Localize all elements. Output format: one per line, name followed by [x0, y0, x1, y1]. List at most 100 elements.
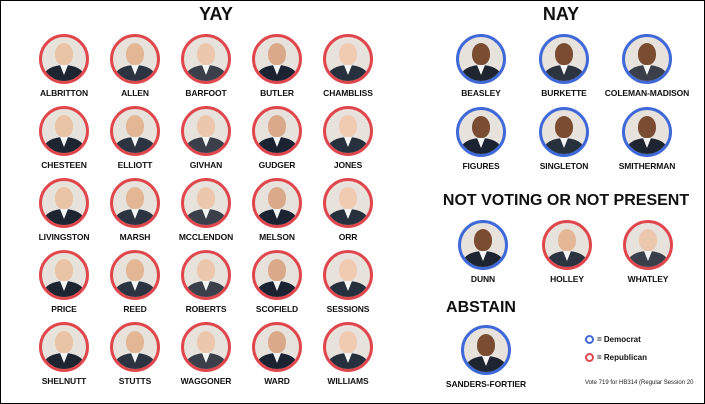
member-name: MCCLENDON — [178, 232, 234, 242]
member-photo — [181, 34, 231, 84]
face-shape — [126, 115, 144, 137]
member-photo — [542, 220, 592, 270]
member-card: FIGURES — [433, 107, 529, 171]
face-shape — [339, 43, 357, 65]
republican-ring-icon — [585, 353, 594, 362]
face-shape — [197, 115, 215, 137]
face-shape — [339, 331, 357, 353]
member-card: SHELNUTT — [16, 322, 112, 386]
member-card: MELSON — [229, 178, 325, 242]
member-card: SESSIONS — [300, 250, 396, 314]
yay-heading: YAY — [199, 4, 233, 24]
face-shape — [474, 229, 492, 251]
face-shape — [197, 187, 215, 209]
member-photo — [39, 250, 89, 300]
member-photo — [39, 178, 89, 228]
shirt-shape — [202, 209, 210, 219]
face-shape — [126, 259, 144, 281]
member-name: WILLIAMS — [327, 376, 369, 386]
member-name: WHATLEY — [627, 274, 669, 284]
shirt-shape — [477, 138, 485, 148]
member-name: WAGGONER — [180, 376, 232, 386]
member-photo — [323, 34, 373, 84]
shirt-shape — [131, 137, 139, 147]
shirt-shape — [60, 209, 68, 219]
member-name: WARD — [264, 376, 290, 386]
member-name: SMITHERMAN — [618, 161, 676, 171]
member-card: GUDGER — [229, 106, 325, 170]
member-photo — [181, 322, 231, 372]
shirt-shape — [273, 353, 281, 363]
member-card: CHESTEEN — [16, 106, 112, 170]
member-card: ORR — [300, 178, 396, 242]
face-shape — [55, 43, 73, 65]
member-photo — [252, 250, 302, 300]
member-card: WARD — [229, 322, 325, 386]
member-card: SANDERS-FORTIER — [438, 325, 534, 389]
member-photo — [323, 106, 373, 156]
member-photo — [39, 322, 89, 372]
face-shape — [339, 259, 357, 281]
member-card: MCCLENDON — [158, 178, 254, 242]
face-shape — [197, 259, 215, 281]
member-photo — [461, 325, 511, 375]
shirt-shape — [60, 137, 68, 147]
shirt-shape — [273, 281, 281, 291]
member-card: BEASLEY — [433, 34, 529, 98]
member-name: BARFOOT — [185, 88, 227, 98]
legend-democrat-label: = Democrat — [597, 335, 641, 344]
member-name: ALBRITTON — [39, 88, 89, 98]
member-name: LIVINGSTON — [38, 232, 90, 242]
shirt-shape — [482, 356, 490, 366]
shirt-shape — [477, 65, 485, 75]
member-name: HOLLEY — [550, 274, 584, 284]
face-shape — [555, 43, 573, 65]
member-name: GIVHAN — [189, 160, 223, 170]
shirt-shape — [60, 65, 68, 75]
member-card: JONES — [300, 106, 396, 170]
shirt-shape — [344, 353, 352, 363]
member-name: ALLEN — [121, 88, 149, 98]
shirt-shape — [344, 281, 352, 291]
member-name: GUDGER — [258, 160, 296, 170]
shirt-shape — [60, 281, 68, 291]
shirt-shape — [131, 209, 139, 219]
member-card: SINGLETON — [516, 107, 612, 171]
face-shape — [55, 259, 73, 281]
face-shape — [268, 259, 286, 281]
member-photo — [323, 178, 373, 228]
member-name: BEASLEY — [461, 88, 501, 98]
member-card: BARFOOT — [158, 34, 254, 98]
member-name: CHESTEEN — [41, 160, 87, 170]
member-name: ORR — [338, 232, 358, 242]
face-shape — [339, 187, 357, 209]
face-shape — [472, 116, 490, 138]
face-shape — [268, 187, 286, 209]
member-name: ROBERTS — [185, 304, 227, 314]
face-shape — [639, 229, 657, 251]
shirt-shape — [344, 137, 352, 147]
member-photo — [181, 178, 231, 228]
member-name: SESSIONS — [326, 304, 370, 314]
face-shape — [268, 115, 286, 137]
face-shape — [558, 229, 576, 251]
member-card: WAGGONER — [158, 322, 254, 386]
member-photo — [252, 178, 302, 228]
member-photo — [456, 107, 506, 157]
member-photo — [181, 106, 231, 156]
not-voting-heading: NOT VOTING OR NOT PRESENT — [442, 192, 690, 209]
member-card: WHATLEY — [600, 220, 696, 284]
member-photo — [39, 106, 89, 156]
shirt-shape — [131, 65, 139, 75]
member-card: ALLEN — [87, 34, 183, 98]
shirt-shape — [344, 65, 352, 75]
shirt-shape — [560, 65, 568, 75]
member-photo — [539, 107, 589, 157]
face-shape — [126, 43, 144, 65]
member-photo — [323, 250, 373, 300]
member-card: BUTLER — [229, 34, 325, 98]
democrat-ring-icon — [585, 335, 594, 344]
member-photo — [39, 34, 89, 84]
member-card: STUTTS — [87, 322, 183, 386]
shirt-shape — [563, 251, 571, 261]
